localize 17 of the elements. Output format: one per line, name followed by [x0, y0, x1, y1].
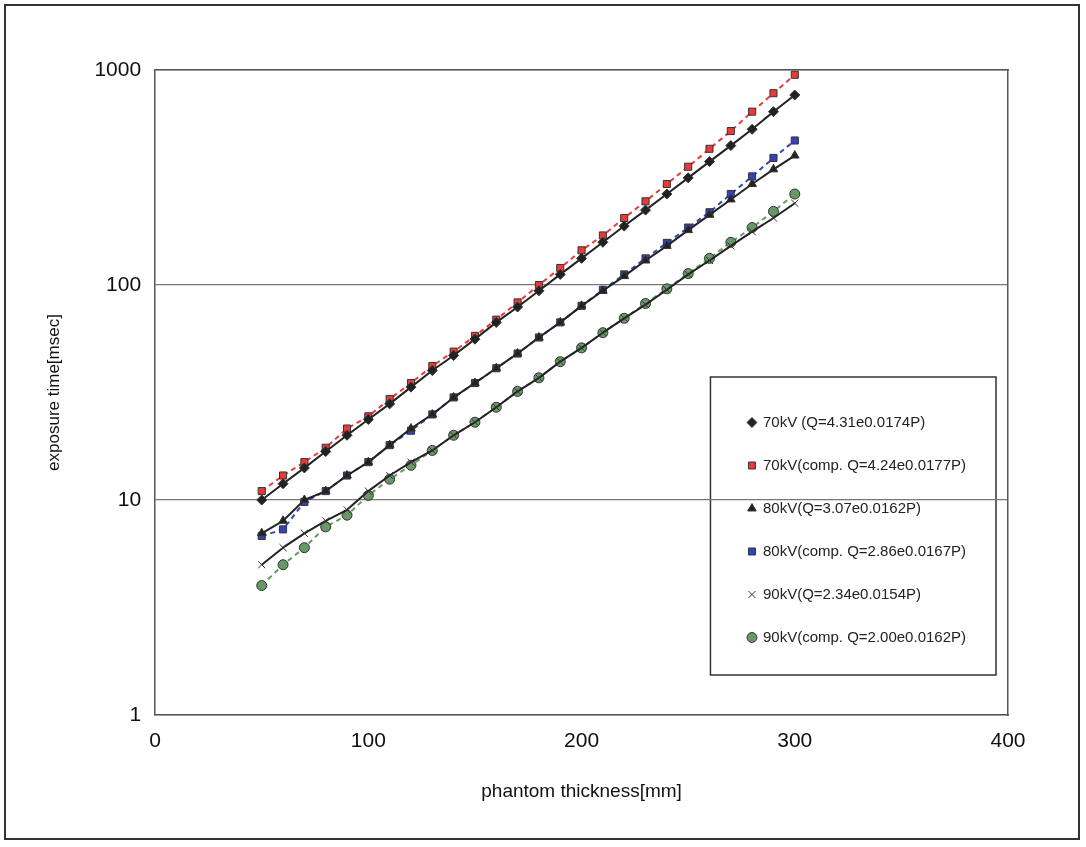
legend-label: 90kV(comp. Q=2.00e0.0162P) [762, 627, 966, 645]
legend-label: 70kV(comp. Q=4.24e0.0177P) [762, 455, 966, 473]
x-tick-label: 300 [777, 728, 813, 752]
y-tick-label: 1000 [94, 56, 142, 80]
x-axis-title: phantom thickness[mm] [481, 779, 682, 801]
y-tick-label: 1 [129, 701, 142, 725]
x-tick-label: 100 [350, 728, 386, 752]
legend-label: 70kV (Q=4.31e0.0174P) [762, 412, 926, 430]
x-tick-label: 200 [564, 728, 600, 752]
legend-label: 80kV(Q=3.07e0.0162P) [762, 498, 921, 516]
legend-label: 80kV(comp. Q=2.86e0.0167P) [762, 541, 966, 559]
x-tick-label: 400 [990, 728, 1026, 752]
y-tick-label: 10 [117, 486, 142, 510]
legend-label: 90kV(Q=2.34e0.0154P) [762, 584, 921, 602]
y-tick-label: 100 [106, 271, 142, 295]
x-tick-label: 0 [149, 728, 161, 752]
y-axis-title: exposure time[msec] [43, 314, 63, 471]
